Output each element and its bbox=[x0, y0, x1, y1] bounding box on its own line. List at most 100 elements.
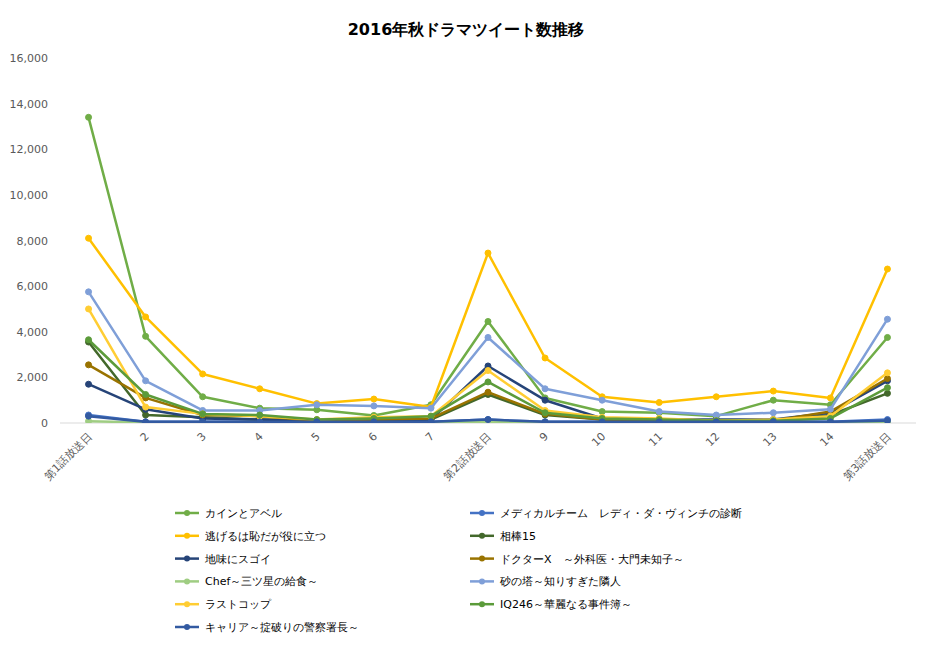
x-tick-label: 4 bbox=[252, 430, 266, 444]
series-point bbox=[770, 388, 776, 394]
series-point bbox=[314, 419, 320, 423]
y-tick-label: 12,000 bbox=[10, 143, 49, 156]
x-tick-label: 7 bbox=[423, 430, 437, 444]
series-point bbox=[485, 379, 491, 385]
x-tick-label: 12 bbox=[703, 430, 722, 449]
x-tick-label: 第3話放送日 bbox=[841, 430, 894, 483]
series-point bbox=[314, 420, 320, 423]
legend-marker bbox=[479, 556, 485, 562]
y-tick-label: 8,000 bbox=[17, 235, 49, 248]
series-point bbox=[86, 289, 92, 295]
series-point bbox=[770, 420, 776, 423]
series-point bbox=[86, 114, 92, 120]
x-tick-label: 3 bbox=[195, 430, 209, 444]
y-tick-label: 2,000 bbox=[17, 371, 49, 384]
series-point bbox=[200, 419, 206, 423]
series-point bbox=[656, 409, 662, 415]
y-tick bbox=[57, 423, 60, 424]
series-point bbox=[200, 411, 206, 417]
x-tick-label: 6 bbox=[366, 430, 380, 444]
y-tick bbox=[57, 149, 60, 150]
series-point bbox=[827, 419, 833, 423]
series-point bbox=[542, 410, 548, 416]
series-point bbox=[257, 412, 263, 418]
series-point bbox=[200, 419, 206, 423]
series-point bbox=[428, 420, 434, 423]
series-point bbox=[143, 333, 149, 339]
series-line bbox=[89, 340, 888, 421]
series-point bbox=[86, 413, 92, 419]
series-point bbox=[827, 395, 833, 401]
series-point bbox=[257, 386, 263, 392]
series-point bbox=[428, 419, 434, 423]
series-point bbox=[770, 410, 776, 416]
y-tick-label: 10,000 bbox=[10, 189, 49, 202]
x-tick-label: 14 bbox=[817, 430, 836, 449]
series-point bbox=[143, 314, 149, 320]
series-point bbox=[200, 411, 206, 417]
legend-label: メディカルチーム レディ・ダ・ヴィンチの診断 bbox=[500, 507, 742, 520]
y-tick bbox=[57, 194, 60, 195]
series-line bbox=[89, 309, 888, 421]
series-point bbox=[656, 420, 662, 423]
series-point bbox=[371, 419, 377, 423]
legend-label: IQ246～華麗なる事件簿～ bbox=[500, 598, 632, 611]
legend-label: Chef～三ツ星の給食～ bbox=[205, 575, 318, 588]
y-tick bbox=[57, 377, 60, 378]
series-point bbox=[485, 334, 491, 340]
series-point bbox=[371, 396, 377, 402]
series-line bbox=[89, 342, 888, 421]
series-point bbox=[143, 404, 149, 410]
series-point bbox=[371, 420, 377, 423]
series-point bbox=[884, 390, 890, 396]
x-tick-label: 第2話放送日 bbox=[441, 430, 494, 483]
y-tick-label: 6,000 bbox=[17, 280, 49, 293]
series-point bbox=[884, 418, 890, 423]
legend-label: キャリア～掟破りの警察署長～ bbox=[205, 621, 359, 634]
series-point bbox=[314, 419, 320, 423]
series-point bbox=[713, 420, 719, 423]
series-point bbox=[599, 397, 605, 403]
y-tick bbox=[57, 286, 60, 287]
legend-label: 逃げるは恥だが役に立つ bbox=[205, 530, 326, 543]
series-point bbox=[770, 419, 776, 423]
series-point bbox=[485, 368, 491, 374]
x-tick-label: 2 bbox=[138, 430, 152, 444]
series-point bbox=[770, 419, 776, 423]
series-point bbox=[143, 419, 149, 423]
series-point bbox=[713, 394, 719, 400]
x-tick-label: 10 bbox=[589, 430, 608, 449]
legend-marker bbox=[479, 578, 485, 584]
y-tick bbox=[57, 331, 60, 332]
series-point bbox=[485, 318, 491, 324]
series-point bbox=[257, 420, 263, 423]
series-point bbox=[542, 397, 548, 403]
series-point bbox=[143, 419, 149, 423]
series-point bbox=[485, 417, 491, 423]
series-point bbox=[884, 334, 890, 340]
series-point bbox=[257, 419, 263, 423]
series-point bbox=[656, 419, 662, 423]
series-point bbox=[143, 378, 149, 384]
series-point bbox=[884, 266, 890, 272]
y-tick bbox=[57, 240, 60, 241]
series-point bbox=[428, 413, 434, 419]
series-point bbox=[827, 406, 833, 412]
series-point bbox=[713, 412, 719, 418]
plot bbox=[86, 114, 891, 423]
series-point bbox=[314, 402, 320, 408]
series-point bbox=[827, 420, 833, 423]
series-point bbox=[542, 355, 548, 361]
series-point bbox=[200, 420, 206, 423]
legend-label: 地味にスゴイ bbox=[204, 553, 271, 566]
y-tick bbox=[57, 58, 60, 59]
series-point bbox=[86, 235, 92, 241]
y-tick-label: 4,000 bbox=[17, 326, 49, 339]
series-point bbox=[599, 419, 605, 423]
legend-marker bbox=[184, 533, 190, 539]
series-point bbox=[884, 376, 890, 382]
x-tick-label: 11 bbox=[646, 430, 665, 449]
x-tick-label: 13 bbox=[760, 430, 779, 449]
series-point bbox=[143, 412, 149, 418]
series-point bbox=[599, 420, 605, 423]
